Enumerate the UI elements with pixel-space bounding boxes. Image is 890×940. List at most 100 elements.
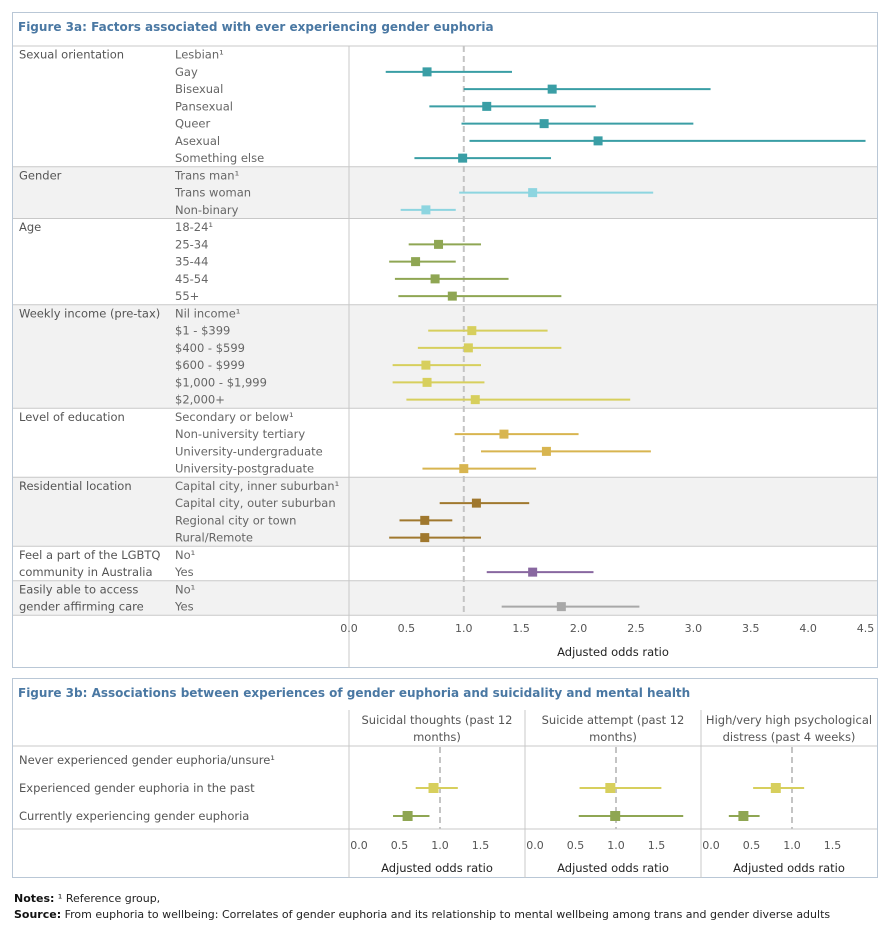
row-label: Trans man¹ bbox=[174, 168, 239, 182]
x-axis-label: Adjusted odds ratio bbox=[733, 861, 845, 875]
row-label: Non-binary bbox=[175, 203, 239, 217]
group-band bbox=[13, 477, 877, 547]
point-estimate bbox=[422, 67, 432, 77]
row-label: 45-54 bbox=[175, 272, 208, 286]
point-estimate bbox=[421, 360, 431, 370]
row-label: No¹ bbox=[175, 548, 195, 562]
point-estimate bbox=[471, 498, 481, 508]
point-estimate bbox=[605, 783, 616, 793]
x-tick-label: 1.0 bbox=[455, 622, 473, 635]
source-line: Source: From euphoria to wellbeing: Corr… bbox=[14, 908, 830, 921]
row-label: Nil income¹ bbox=[175, 306, 240, 320]
point-estimate bbox=[738, 811, 749, 821]
row-label: Currently experiencing gender euphoria bbox=[19, 809, 249, 823]
notes-label: Notes: bbox=[14, 892, 55, 905]
panel-title: months) bbox=[413, 730, 461, 744]
x-tick-label: 0.5 bbox=[398, 622, 416, 635]
x-tick-label: 3.0 bbox=[685, 622, 703, 635]
figure-3b-chart: Never experienced gender euphoria/unsure… bbox=[13, 710, 877, 878]
row-label: Queer bbox=[175, 117, 210, 131]
group-label: gender affirming care bbox=[19, 600, 144, 614]
point-estimate bbox=[470, 395, 480, 405]
x-tick-label: 1.0 bbox=[431, 839, 449, 852]
group-label: Residential location bbox=[19, 479, 132, 493]
source-label: Source: bbox=[14, 908, 62, 921]
point-estimate bbox=[463, 343, 473, 353]
point-estimate bbox=[459, 464, 469, 474]
row-label: $1 - $399 bbox=[175, 324, 230, 338]
x-tick-label: 1.0 bbox=[607, 839, 625, 852]
x-axis-label: Adjusted odds ratio bbox=[381, 861, 493, 875]
point-estimate bbox=[420, 533, 430, 543]
x-tick-label: 0.0 bbox=[526, 839, 544, 852]
row-label: Regional city or town bbox=[175, 513, 296, 527]
x-tick-label: 1.0 bbox=[783, 839, 801, 852]
point-estimate bbox=[593, 136, 603, 146]
group-label: Easily able to access bbox=[19, 582, 138, 596]
x-tick-label: 1.5 bbox=[512, 622, 530, 635]
x-tick-label: 1.5 bbox=[648, 839, 666, 852]
x-tick-label: 4.5 bbox=[857, 622, 875, 635]
group-band bbox=[13, 580, 877, 616]
point-estimate bbox=[610, 811, 621, 821]
point-estimate bbox=[428, 783, 439, 793]
figure-3a-title: Figure 3a: Factors associated with ever … bbox=[18, 20, 494, 34]
row-label: Yes bbox=[174, 600, 194, 614]
point-estimate bbox=[770, 783, 781, 793]
row-label: 35-44 bbox=[175, 255, 208, 269]
row-label: Something else bbox=[175, 151, 264, 165]
row-label: Bisexual bbox=[175, 82, 223, 96]
row-label: Capital city, inner suburban¹ bbox=[175, 479, 339, 493]
x-axis-label: Adjusted odds ratio bbox=[557, 861, 669, 875]
row-label: 25-34 bbox=[175, 237, 208, 251]
x-tick-label: 2.0 bbox=[570, 622, 588, 635]
group-label: community in Australia bbox=[19, 565, 153, 579]
x-axis-label: Adjusted odds ratio bbox=[557, 645, 669, 659]
point-estimate bbox=[528, 567, 538, 577]
point-estimate bbox=[430, 274, 440, 284]
group-label: Weekly income (pre-tax) bbox=[19, 306, 160, 320]
x-tick-label: 2.5 bbox=[627, 622, 645, 635]
row-label: 55+ bbox=[175, 289, 199, 303]
row-label: Yes bbox=[174, 565, 194, 579]
point-estimate bbox=[556, 602, 566, 612]
row-label: Non-university tertiary bbox=[175, 427, 305, 441]
row-label: Secondary or below¹ bbox=[175, 410, 294, 424]
row-label: University-postgraduate bbox=[175, 462, 314, 476]
notes-text: ¹ Reference group, bbox=[54, 892, 161, 905]
row-label: Pansexual bbox=[175, 99, 233, 113]
x-tick-label: 0.5 bbox=[391, 839, 409, 852]
row-label: Trans woman bbox=[174, 186, 251, 200]
point-estimate bbox=[539, 119, 549, 129]
figure-3b-title: Figure 3b: Associations between experien… bbox=[18, 686, 691, 700]
point-estimate bbox=[541, 446, 551, 456]
panel-title: months) bbox=[589, 730, 637, 744]
row-label: $400 - $599 bbox=[175, 341, 245, 355]
row-label: Experienced gender euphoria in the past bbox=[19, 781, 255, 795]
panel-title: High/very high psychological bbox=[706, 713, 872, 727]
row-label: Lesbian¹ bbox=[175, 48, 224, 62]
row-label: Gay bbox=[175, 65, 198, 79]
row-label: No¹ bbox=[175, 582, 195, 596]
group-label: Age bbox=[19, 220, 41, 234]
point-estimate bbox=[434, 239, 444, 249]
x-tick-label: 1.5 bbox=[472, 839, 490, 852]
point-estimate bbox=[420, 515, 430, 525]
group-label: Gender bbox=[19, 168, 62, 182]
point-estimate bbox=[422, 377, 432, 387]
x-tick-label: 4.0 bbox=[799, 622, 817, 635]
panel-title: Suicide attempt (past 12 bbox=[542, 713, 685, 727]
x-tick-label: 0.5 bbox=[567, 839, 585, 852]
group-label: Sexual orientation bbox=[19, 48, 124, 62]
row-label: $2,000+ bbox=[175, 393, 225, 407]
row-label: University-undergraduate bbox=[175, 444, 323, 458]
point-estimate bbox=[547, 84, 557, 94]
panel-title: distress (past 4 weeks) bbox=[723, 730, 856, 744]
x-tick-label: 0.0 bbox=[340, 622, 358, 635]
group-label: Level of education bbox=[19, 410, 125, 424]
point-estimate bbox=[482, 101, 492, 111]
x-tick-label: 1.5 bbox=[824, 839, 842, 852]
row-label: $1,000 - $1,999 bbox=[175, 375, 267, 389]
group-label: Feel a part of the LGBTQ bbox=[19, 548, 160, 562]
point-estimate bbox=[467, 326, 477, 336]
